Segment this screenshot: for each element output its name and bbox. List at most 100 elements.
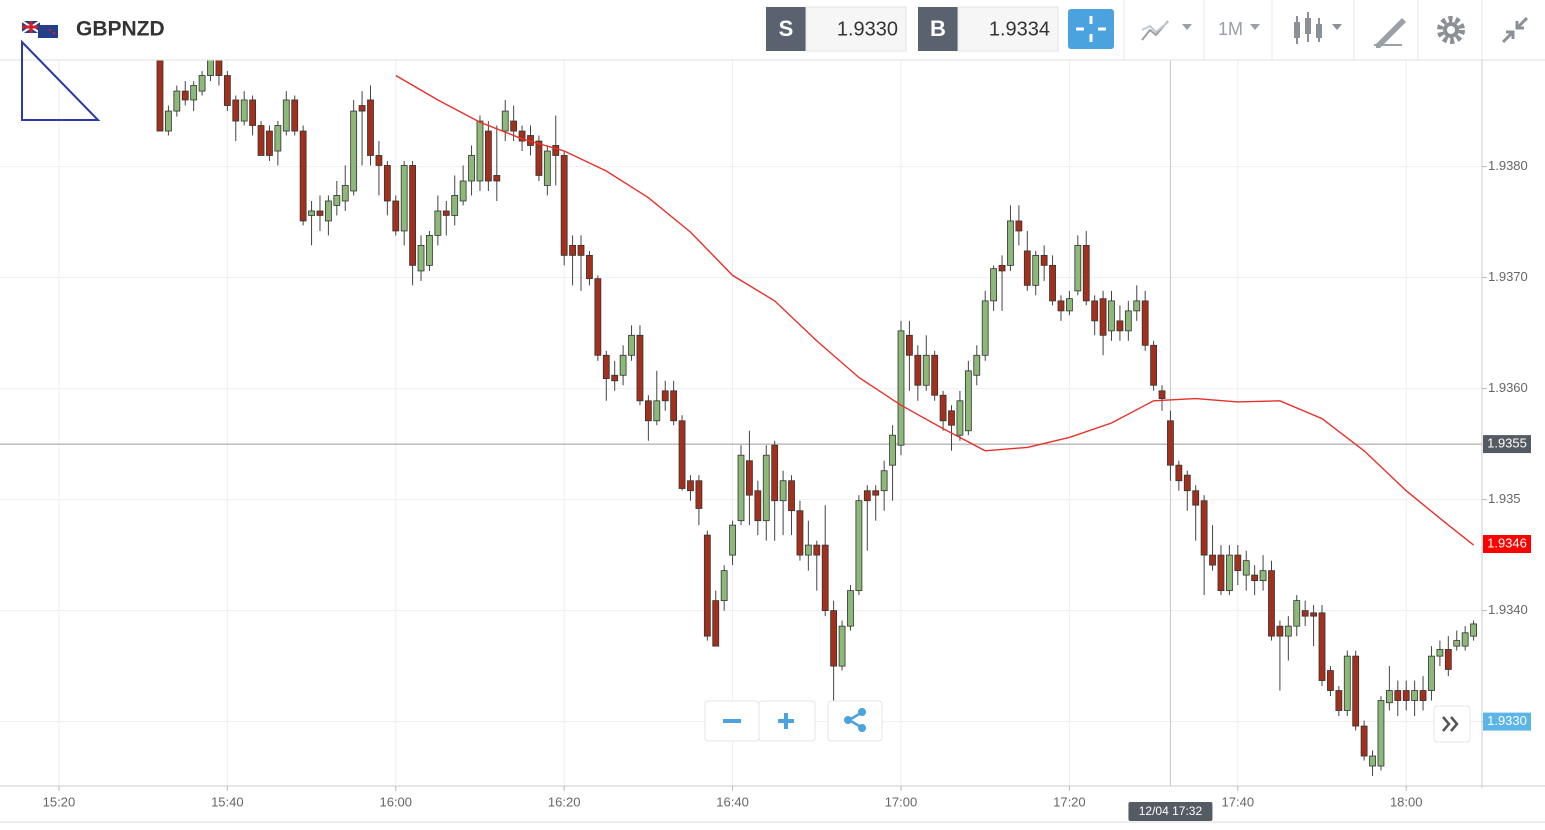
candle-body	[931, 354, 939, 396]
candle-body	[1470, 623, 1477, 637]
candle-body	[484, 130, 492, 182]
candle-body	[442, 210, 450, 216]
candle-body	[1310, 612, 1317, 617]
candle-body	[1453, 640, 1461, 647]
sell-price-box[interactable]	[805, 6, 907, 52]
candle-body	[863, 490, 871, 502]
candle-body	[1436, 649, 1444, 657]
x-tick-label: 15:20	[43, 794, 76, 809]
candle-body	[1015, 220, 1023, 232]
buy-button[interactable]	[918, 7, 958, 51]
candle-body	[1108, 300, 1115, 332]
candle-body	[889, 434, 896, 466]
candle-body	[586, 254, 593, 280]
candle-body	[653, 400, 661, 422]
candle-body	[426, 234, 433, 266]
candle-body	[948, 410, 955, 426]
candle-body	[1428, 655, 1435, 691]
x-tick-label: 16:40	[716, 794, 749, 809]
candle-body	[1411, 690, 1419, 701]
candle-body	[981, 300, 989, 356]
candle-body	[796, 510, 804, 556]
candle-body	[1124, 310, 1132, 332]
candle-body	[1133, 300, 1141, 312]
candle-body	[240, 99, 248, 122]
candle-body	[1402, 690, 1410, 701]
candle-body	[813, 544, 821, 556]
candle-body	[1276, 625, 1284, 637]
drawing-triangle[interactable]	[21, 39, 101, 121]
x-tick-label: 16:20	[548, 794, 581, 809]
candle-body	[493, 175, 501, 182]
share-button[interactable]	[827, 700, 883, 742]
candle-body	[1141, 300, 1149, 346]
timeframe[interactable]: 1M	[1218, 19, 1243, 39]
indicators-button[interactable]	[1141, 20, 1192, 41]
candle-body	[257, 125, 265, 156]
plot-area	[0, 60, 1482, 786]
candle-body	[973, 354, 981, 376]
candle-body	[720, 570, 728, 602]
candle-body	[1082, 244, 1090, 302]
buy-price-box[interactable]	[957, 6, 1059, 52]
candle-body	[1234, 554, 1242, 572]
candle-body	[628, 334, 635, 356]
candle-body	[804, 544, 812, 556]
candle-body	[636, 334, 644, 402]
candle-body	[1318, 612, 1326, 681]
candle-body	[510, 120, 518, 132]
candle-body	[602, 354, 610, 379]
candle-body	[1091, 300, 1099, 322]
candle-body	[1167, 420, 1174, 466]
zoom-in-button[interactable]	[758, 700, 816, 742]
candle-body	[577, 244, 585, 256]
sell-label: S	[779, 16, 794, 41]
grid	[0, 60, 1482, 786]
candle-body	[1209, 554, 1216, 566]
candle-body	[1049, 264, 1056, 302]
candle-body	[316, 210, 324, 216]
candle-body	[830, 610, 838, 667]
ma-price-label-box	[1483, 535, 1531, 553]
candle-body	[1217, 554, 1225, 592]
candle-body	[207, 60, 214, 76]
candle-body	[594, 278, 602, 356]
candle-body	[543, 150, 551, 186]
candle-body	[1385, 690, 1393, 704]
settings-button[interactable]	[1437, 16, 1465, 44]
candle-body	[468, 155, 475, 182]
candle-body	[1301, 610, 1309, 617]
candle-body	[232, 99, 240, 122]
candle-body	[190, 85, 198, 101]
candle-body	[181, 90, 189, 101]
candle-body	[215, 60, 223, 76]
symbol: GBPNZD	[76, 18, 165, 41]
candle-body	[1352, 655, 1360, 727]
overlay: 1.9330 1.9340 1.935 1.9360 1.9370 1.9380 15:20…	[43, 158, 1531, 821]
crosshair-time-box	[1128, 802, 1213, 821]
candle-body	[1158, 390, 1166, 399]
candle-body	[771, 444, 779, 502]
draw-button[interactable]	[1374, 18, 1406, 48]
candle-body	[1032, 254, 1040, 286]
scroll-end-button[interactable]	[1433, 705, 1471, 743]
crosshair-button[interactable]	[1068, 9, 1114, 49]
candle-body	[434, 210, 442, 236]
candle-body	[737, 454, 745, 522]
y-tick-label: 1.9360	[1488, 380, 1528, 395]
candle-body	[1377, 700, 1385, 767]
candle-body	[762, 454, 770, 522]
candle-body	[670, 390, 678, 422]
zoom-out-button[interactable]	[704, 700, 760, 742]
x-tick-label: 17:20	[1053, 794, 1086, 809]
candle-body	[198, 75, 206, 92]
chart-type-button[interactable]	[1294, 12, 1342, 44]
collapse-button[interactable]	[1501, 16, 1529, 44]
moving-average	[395, 74, 1475, 546]
candle-body	[847, 590, 854, 627]
sell-button[interactable]	[766, 7, 806, 51]
candle-body	[703, 534, 711, 637]
candle-body	[1175, 464, 1183, 482]
